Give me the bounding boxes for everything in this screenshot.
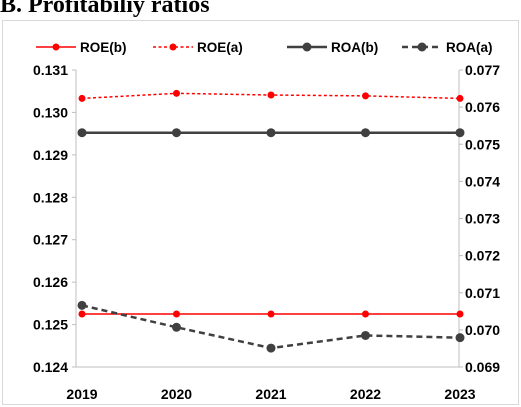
data-point [77, 300, 87, 310]
left-tick-label: 0.127 [33, 232, 68, 248]
right-tick-label: 0.071 [465, 285, 500, 301]
legend-item: ROA(b) [287, 40, 378, 55]
left-tick-label: 0.125 [33, 317, 68, 333]
x-tick-label: 2022 [350, 386, 381, 402]
legend-marker [52, 43, 60, 51]
legend-item: ROE(a) [153, 40, 243, 55]
legend-label: ROE(a) [197, 40, 243, 55]
left-tick-label: 0.129 [33, 147, 68, 163]
left-tick-label: 0.130 [33, 104, 68, 120]
legend-item: ROA(a) [402, 40, 493, 55]
right-tick-label: 0.074 [465, 173, 500, 189]
data-point [173, 310, 180, 318]
legend-label: ROA(a) [446, 40, 493, 55]
data-point [78, 310, 86, 318]
right-tick-label: 0.069 [465, 359, 500, 375]
series-roea [78, 89, 464, 102]
x-tick-label: 2019 [66, 386, 97, 402]
series-roaa [77, 300, 465, 353]
data-point [456, 310, 464, 318]
x-tick-label: 2021 [255, 386, 286, 402]
legend-marker [302, 42, 312, 52]
x-tick-label: 2023 [444, 386, 475, 402]
right-tick-label: 0.072 [465, 248, 500, 264]
series-lines [77, 89, 465, 353]
data-point [455, 128, 465, 138]
data-point [455, 333, 465, 343]
x-tick-label: 2020 [161, 386, 192, 402]
right-tick-label: 0.073 [465, 211, 500, 227]
left-tick-label: 0.126 [33, 274, 68, 290]
data-point [362, 92, 369, 100]
data-point [361, 128, 370, 138]
right-tick-label: 0.077 [465, 62, 500, 78]
legend-marker [417, 42, 427, 52]
data-point [172, 128, 181, 138]
series-roeb [78, 310, 464, 318]
data-point [266, 343, 276, 353]
right-tick-label: 0.076 [465, 99, 500, 115]
chart-frame [2, 20, 519, 405]
right-tick-label: 0.075 [465, 136, 500, 152]
legend-label: ROE(b) [80, 40, 127, 55]
series-roab [77, 128, 465, 138]
legend-label: ROA(b) [331, 40, 378, 55]
data-point [173, 89, 180, 97]
data-point [172, 322, 181, 332]
left-tick-label: 0.124 [33, 359, 68, 375]
legend-item: ROE(b) [36, 40, 127, 55]
right-tick-label: 0.070 [465, 322, 500, 338]
data-point [267, 91, 275, 99]
data-point [267, 310, 275, 318]
left-tick-label: 0.128 [33, 189, 68, 205]
data-point [78, 94, 86, 102]
data-point [362, 310, 369, 318]
data-point [266, 128, 276, 138]
data-point [361, 330, 370, 340]
legend-marker [169, 43, 177, 51]
data-point [77, 128, 87, 138]
chart-heading: B. Profitabiliy ratios [0, 0, 210, 18]
axes: 0.124 0.125 0.126 0.127 0.128 0.129 0.130 0.131… [33, 62, 500, 402]
data-point [456, 94, 464, 102]
legend: ROE(b) ROE(a) ROA(b) ROA(a) [36, 40, 493, 55]
left-tick-label: 0.131 [33, 62, 68, 78]
